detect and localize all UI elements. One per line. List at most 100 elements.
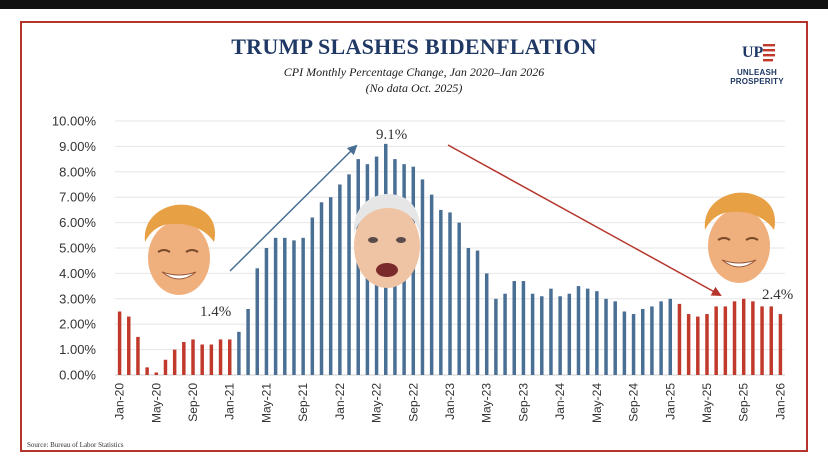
top-black-bar	[0, 0, 828, 9]
cpi-bar	[255, 268, 260, 375]
cpi-bar	[209, 344, 214, 375]
trump-face-left	[144, 204, 216, 295]
cpi-bar	[347, 174, 351, 375]
cpi-bar	[714, 306, 718, 375]
cpi-bar	[567, 293, 572, 375]
logo-text: UNLEASH PROSPERITY	[730, 68, 784, 86]
cpi-bar	[429, 194, 434, 375]
falling-trend-arrow	[447, 144, 722, 296]
cpi-bar	[484, 273, 489, 375]
cpi-bar	[154, 372, 159, 375]
cpi-bar	[595, 291, 599, 375]
x-tick-label: Jan-20	[113, 383, 127, 420]
cpi-bar	[751, 301, 755, 375]
cpi-bar	[246, 308, 250, 375]
source-note: Source: Bureau of Labor Statistics	[27, 441, 124, 449]
cpi-bar	[723, 306, 728, 375]
annotation-1-4: 1.4%	[200, 304, 231, 320]
cpi-bar	[494, 298, 498, 375]
cpi-bar	[512, 281, 516, 375]
x-tick-label: Sep-21	[296, 383, 310, 422]
x-tick-label: Jan-24	[553, 383, 567, 420]
up-flag-icon: UP	[742, 44, 775, 62]
chart-subtitle: CPI Monthly Percentage Change, Jan 2020–…	[283, 65, 545, 79]
cpi-bar	[328, 197, 333, 375]
cpi-bar	[191, 339, 195, 375]
cpi-bar	[686, 314, 691, 375]
x-tick-label: Sep-20	[186, 383, 200, 422]
y-tick-label: 0.00%	[59, 368, 96, 383]
x-tick-label: Jan-25	[663, 383, 677, 420]
cpi-bar	[439, 209, 443, 375]
cpi-bar	[163, 359, 168, 375]
cpi-bar	[200, 344, 204, 375]
cpi-bar	[292, 240, 296, 375]
cpi-bar	[264, 248, 269, 375]
logo-mark-text: UP	[742, 44, 764, 61]
unleash-prosperity-logo: UP UNLEASH PROSPERITY	[714, 41, 800, 87]
cpi-bar	[218, 339, 223, 375]
y-tick-label: 2.00%	[59, 317, 96, 332]
biden-face-center	[353, 194, 421, 288]
cpi-bar	[668, 298, 673, 375]
cpi-bar	[778, 314, 783, 375]
y-tick-label: 9.00%	[59, 139, 96, 154]
cpi-bar	[604, 298, 608, 375]
cpi-bar	[769, 306, 773, 375]
cpi-bar	[585, 288, 590, 375]
cpi-bar	[613, 301, 617, 375]
cpi-bar	[237, 331, 241, 375]
x-tick-label: Jan-26	[773, 383, 787, 420]
x-tick-label: May-25	[700, 383, 714, 423]
y-tick-label: 5.00%	[59, 241, 96, 256]
cpi-bar	[558, 296, 562, 375]
x-tick-label: May-20	[149, 383, 163, 423]
annotation-9-1: 9.1%	[376, 127, 407, 143]
trump-face-right	[704, 192, 776, 283]
cpi-bar	[760, 306, 764, 375]
cpi-bar	[677, 303, 682, 375]
cpi-bar	[521, 281, 526, 375]
x-tick-label: Jan-21	[223, 383, 237, 420]
y-tick-label: 4.00%	[59, 266, 96, 281]
cpi-bar	[273, 237, 278, 375]
cpi-bar	[659, 301, 663, 375]
cpi-bar	[283, 237, 287, 375]
x-tick-label: May-24	[590, 383, 604, 423]
cpi-bar	[475, 250, 480, 375]
x-tick-label: May-23	[480, 383, 494, 423]
x-tick-label: Jan-23	[443, 383, 457, 420]
y-tick-labels: 0.00% 1.00% 2.00% 3.00% 4.00% 5.00% 6.00% 7.00%…	[52, 114, 97, 383]
y-tick-label: 6.00%	[59, 215, 96, 230]
annotation-2-4: 2.4%	[762, 287, 793, 303]
cpi-bar	[696, 316, 700, 375]
x-tick-label: May-22	[370, 383, 384, 423]
y-tick-label: 1.00%	[59, 342, 96, 357]
cpi-bar	[466, 248, 471, 375]
x-tick-label: Sep-22	[406, 383, 420, 422]
cpi-bar	[622, 311, 627, 375]
cpi-bar	[310, 217, 315, 375]
cpi-bar	[145, 367, 149, 375]
cpi-bar	[420, 179, 425, 375]
cpi-bar	[576, 286, 581, 375]
cpi-bar	[301, 237, 305, 375]
rising-trend-arrow	[229, 144, 358, 272]
x-tick-label: May-21	[259, 383, 273, 423]
cpi-bar	[741, 298, 746, 375]
chart-subtitle-note: (No data Oct. 2025)	[365, 81, 463, 95]
cpi-bar	[136, 336, 140, 375]
x-tick-label: Jan-22	[333, 383, 347, 420]
y-tick-label: 8.00%	[59, 164, 96, 179]
y-tick-label: 7.00%	[59, 190, 96, 205]
cpi-bar	[319, 202, 324, 375]
cpi-bar	[457, 222, 461, 375]
cpi-bar	[540, 296, 544, 375]
y-tick-label: 3.00%	[59, 291, 96, 306]
cpi-bar	[338, 184, 342, 375]
cpi-bar	[640, 308, 645, 375]
cpi-bar	[503, 293, 507, 375]
cpi-bar	[182, 341, 186, 375]
cpi-bar	[127, 316, 131, 375]
